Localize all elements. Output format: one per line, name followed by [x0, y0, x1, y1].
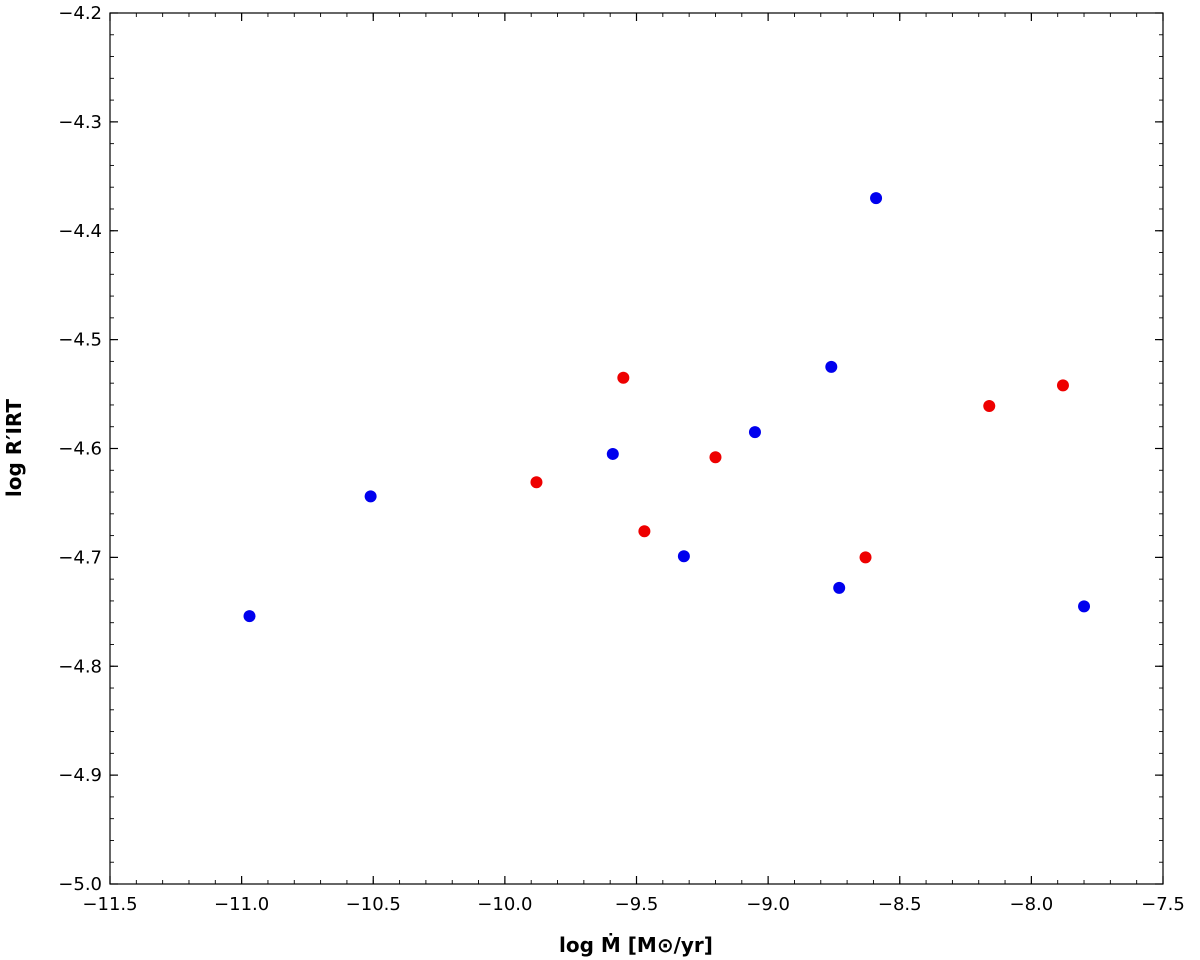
- data-point: [638, 525, 651, 538]
- x-tick-label: −9.0: [746, 894, 790, 915]
- x-tick-label: −7.5: [1141, 894, 1185, 915]
- x-tick-label: −9.5: [615, 894, 659, 915]
- data-point: [870, 192, 883, 205]
- data-point: [243, 610, 256, 623]
- data-point: [677, 550, 690, 563]
- data-point: [530, 476, 543, 489]
- data-point: [1078, 600, 1091, 613]
- data-point: [748, 426, 761, 439]
- data-point: [617, 371, 630, 384]
- x-tick-label: −8.5: [878, 894, 922, 915]
- y-tick-label: −4.3: [58, 112, 102, 133]
- data-point: [364, 490, 377, 503]
- y-tick-label: −4.6: [58, 439, 102, 460]
- y-axis-label: log R′IRT: [2, 399, 26, 497]
- data-points: [243, 192, 1091, 623]
- y-tick-label: −4.7: [58, 547, 102, 568]
- plot-frame: [109, 12, 1164, 885]
- y-tick-label: −4.2: [58, 3, 102, 24]
- y-tick-label: −4.4: [58, 221, 102, 242]
- data-point: [833, 581, 846, 594]
- x-tick-label: −11.0: [214, 894, 269, 915]
- data-point: [709, 451, 722, 464]
- data-point: [983, 400, 996, 413]
- x-tick-label: −10.5: [346, 894, 401, 915]
- x-tick-label: −11.5: [82, 894, 137, 915]
- axis-ticks: −11.5 −11.0 −10.5 −10.0 −9.5 −9.0 −8.5 −8.0 −7.5…: [58, 3, 1185, 915]
- y-tick-label: −4.8: [58, 656, 102, 677]
- x-tick-label: −10.0: [477, 894, 532, 915]
- y-tick-label: −4.5: [58, 330, 102, 351]
- data-point: [1056, 379, 1069, 392]
- data-point: [859, 551, 872, 564]
- x-tick-label: −8.0: [1010, 894, 1054, 915]
- data-point: [825, 360, 838, 373]
- y-tick-label: −5.0: [58, 874, 102, 895]
- x-axis-label: log Ṁ [M⊙/yr]: [559, 933, 713, 957]
- y-tick-label: −4.9: [58, 765, 102, 786]
- data-point: [606, 447, 619, 460]
